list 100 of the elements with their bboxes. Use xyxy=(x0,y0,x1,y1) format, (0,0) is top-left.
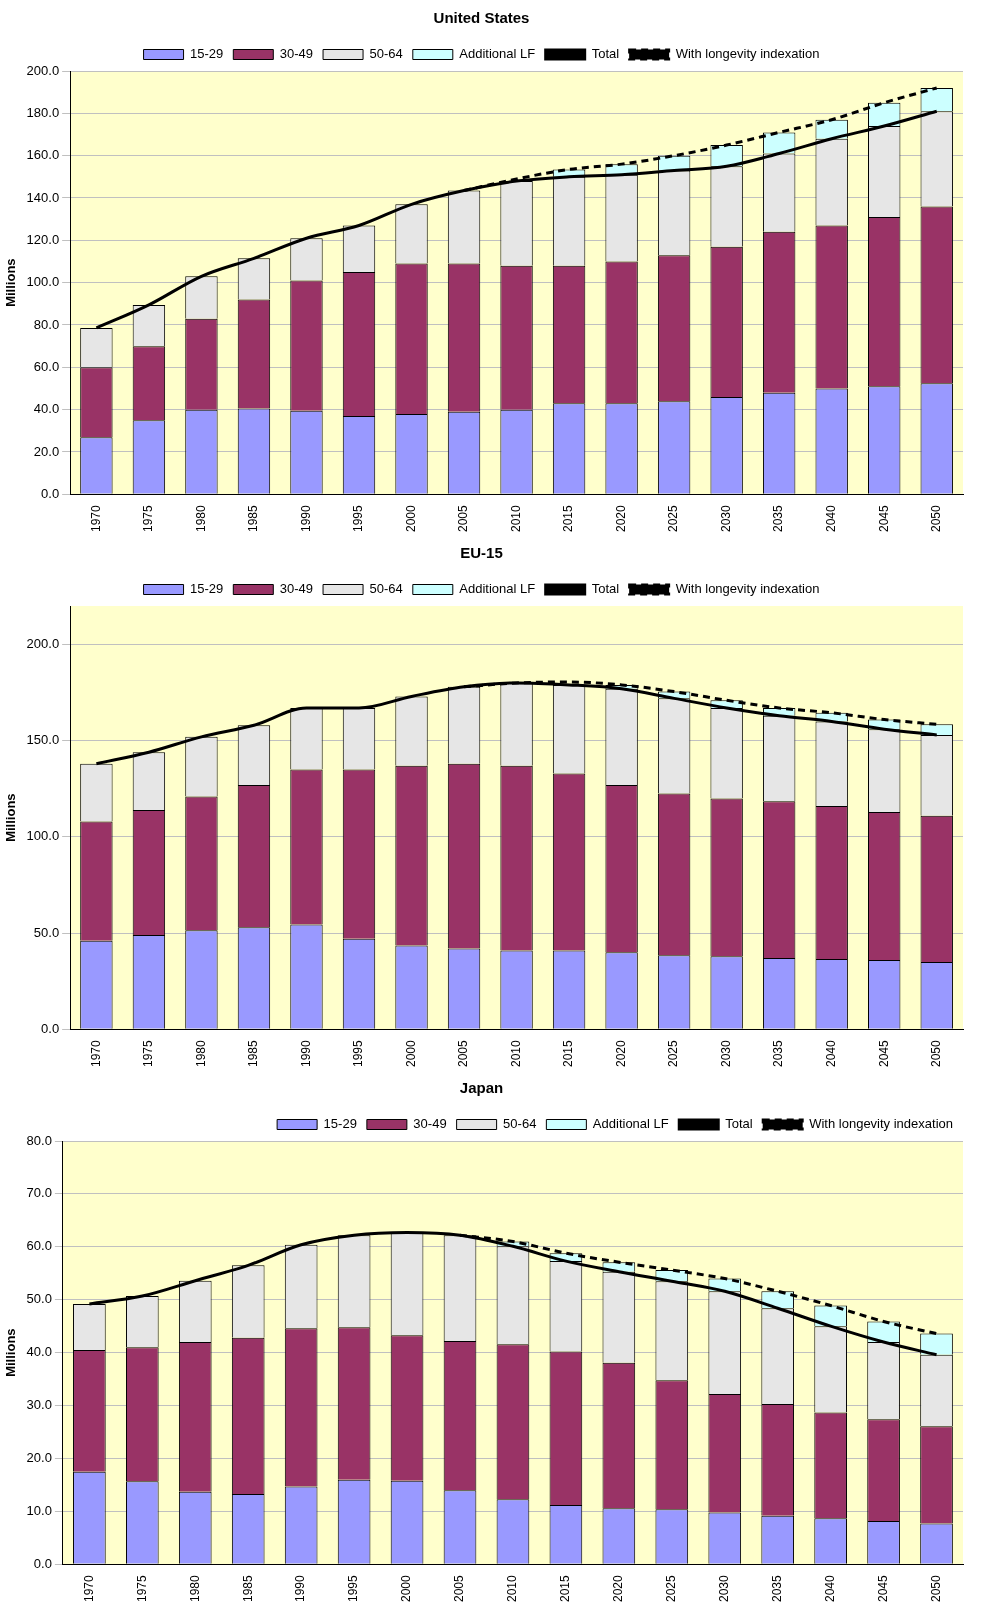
x-tick-label: 2045 xyxy=(875,1574,890,1603)
y-tick-label: 140.0 xyxy=(26,189,60,205)
legend-label: Total xyxy=(591,581,620,597)
x-tick-label: 1995 xyxy=(346,1574,361,1603)
x-tick-label: 1975 xyxy=(141,1039,156,1068)
y-tick-label: 200.0 xyxy=(26,636,60,652)
chart-title: United States xyxy=(433,9,530,27)
x-tick-label: 1985 xyxy=(246,504,261,533)
x-tick-label: 2035 xyxy=(770,1574,784,1603)
legend-label: Total xyxy=(591,46,620,62)
x-tick-label: 2035 xyxy=(771,1039,786,1068)
x-tick-label: 2025 xyxy=(666,1039,681,1068)
x-tick-label: 2040 xyxy=(824,504,839,533)
y-tick-label: 50.0 xyxy=(26,1291,52,1307)
y-tick-label: 20.0 xyxy=(33,443,60,459)
x-tick-label: 2010 xyxy=(508,504,523,533)
x-tick-label: 2025 xyxy=(664,1574,679,1603)
legend-label: 50-64 xyxy=(503,1116,537,1132)
x-tick-label: 1980 xyxy=(193,1039,208,1068)
x-tick-label: 2010 xyxy=(505,1574,520,1603)
x-tick-label: 1975 xyxy=(141,504,156,533)
x-tick-label: 1990 xyxy=(298,504,313,533)
x-tick-label: 2015 xyxy=(561,1039,576,1068)
x-tick-label: 1980 xyxy=(187,1574,202,1603)
legend-label: With longevity indexation xyxy=(675,581,820,597)
y-tick-label: 20.0 xyxy=(26,1450,52,1466)
chart-title: EU-15 xyxy=(460,544,503,562)
x-tick-label: 1970 xyxy=(81,1574,96,1603)
x-tick-label: 1990 xyxy=(298,1039,313,1068)
legend-label: 15-29 xyxy=(323,1116,357,1132)
legend-label: 30-49 xyxy=(279,581,314,597)
x-tick-label: 2015 xyxy=(558,1574,573,1603)
x-tick-label: 1985 xyxy=(240,1574,255,1603)
x-tick-label: 2040 xyxy=(824,1039,839,1068)
x-tick-label: 2000 xyxy=(403,504,418,533)
x-tick-label: 2030 xyxy=(718,504,733,533)
y-axis-title: Millions xyxy=(3,1328,19,1377)
x-tick-label: 2000 xyxy=(403,1039,418,1068)
y-tick-label: 160.0 xyxy=(26,147,60,163)
legend-label: Additional LF xyxy=(459,46,536,62)
y-tick-label: 120.0 xyxy=(26,231,60,247)
legend-label: Additional LF xyxy=(592,1116,669,1132)
x-tick-label: 2005 xyxy=(456,504,471,533)
legend-label: With longevity indexation xyxy=(675,46,820,62)
x-tick-label: 1970 xyxy=(88,1039,103,1068)
y-tick-label: 80.0 xyxy=(33,316,60,332)
x-tick-label: 2005 xyxy=(456,1039,471,1068)
x-tick-label: 2045 xyxy=(876,1039,891,1068)
y-tick-label: 60.0 xyxy=(33,358,60,374)
y-tick-label: 60.0 xyxy=(26,1238,52,1254)
x-tick-label: 2030 xyxy=(717,1574,732,1603)
x-tick-label: 2015 xyxy=(561,504,576,533)
y-axis-title: Millions xyxy=(3,793,19,842)
x-tick-label: 1995 xyxy=(351,1039,366,1068)
x-tick-label: 1990 xyxy=(293,1574,308,1603)
x-tick-label: 1970 xyxy=(88,504,103,533)
y-tick-label: 0.0 xyxy=(41,485,60,501)
x-tick-label: 2050 xyxy=(928,1574,943,1603)
legend-label: 30-49 xyxy=(413,1116,447,1132)
x-tick-label: 2035 xyxy=(771,504,786,533)
y-tick-label: 30.0 xyxy=(26,1397,52,1413)
y-tick-label: 10.0 xyxy=(26,1502,52,1518)
legend-label: 50-64 xyxy=(369,46,403,62)
y-tick-label: 40.0 xyxy=(33,401,60,417)
x-tick-label: 2040 xyxy=(822,1574,837,1603)
y-tick-label: 50.0 xyxy=(33,924,60,940)
legend-label: 15-29 xyxy=(190,581,224,597)
x-tick-label: 2045 xyxy=(876,504,891,533)
legend-label: 30-49 xyxy=(279,46,314,62)
chart-title: Japan xyxy=(459,1079,504,1097)
y-tick-label: 100.0 xyxy=(26,828,60,844)
legend-label: With longevity indexation xyxy=(809,1116,954,1132)
x-tick-label: 2020 xyxy=(613,504,628,533)
legend-label: 15-29 xyxy=(190,46,224,62)
y-tick-label: 100.0 xyxy=(26,274,60,290)
y-tick-label: 70.0 xyxy=(26,1185,52,1201)
x-tick-label: 2000 xyxy=(399,1574,414,1603)
x-tick-label: 2020 xyxy=(613,1039,628,1068)
legend-label: Total xyxy=(725,1116,753,1132)
x-tick-label: 2020 xyxy=(611,1574,626,1603)
x-tick-label: 2025 xyxy=(666,504,681,533)
x-tick-label: 1985 xyxy=(246,1039,261,1068)
x-tick-label: 2050 xyxy=(929,504,944,533)
x-tick-label: 1980 xyxy=(193,504,208,533)
y-tick-label: 180.0 xyxy=(26,104,60,120)
y-tick-label: 0.0 xyxy=(33,1555,52,1571)
y-tick-label: 150.0 xyxy=(26,732,60,748)
x-tick-label: 1995 xyxy=(351,504,366,533)
legend-label: Additional LF xyxy=(459,581,536,597)
y-tick-label: 40.0 xyxy=(26,1344,52,1360)
x-tick-label: 1975 xyxy=(134,1574,149,1603)
x-tick-label: 2050 xyxy=(929,1039,944,1068)
x-tick-label: 2005 xyxy=(452,1574,467,1603)
y-tick-label: 200.0 xyxy=(26,62,60,78)
y-tick-label: 0.0 xyxy=(41,1020,60,1036)
y-tick-label: 80.0 xyxy=(26,1132,52,1148)
y-axis-title: Millions xyxy=(3,258,19,307)
x-tick-label: 2010 xyxy=(508,1039,523,1068)
x-tick-label: 2030 xyxy=(718,1039,733,1068)
legend-label: 50-64 xyxy=(369,581,403,597)
